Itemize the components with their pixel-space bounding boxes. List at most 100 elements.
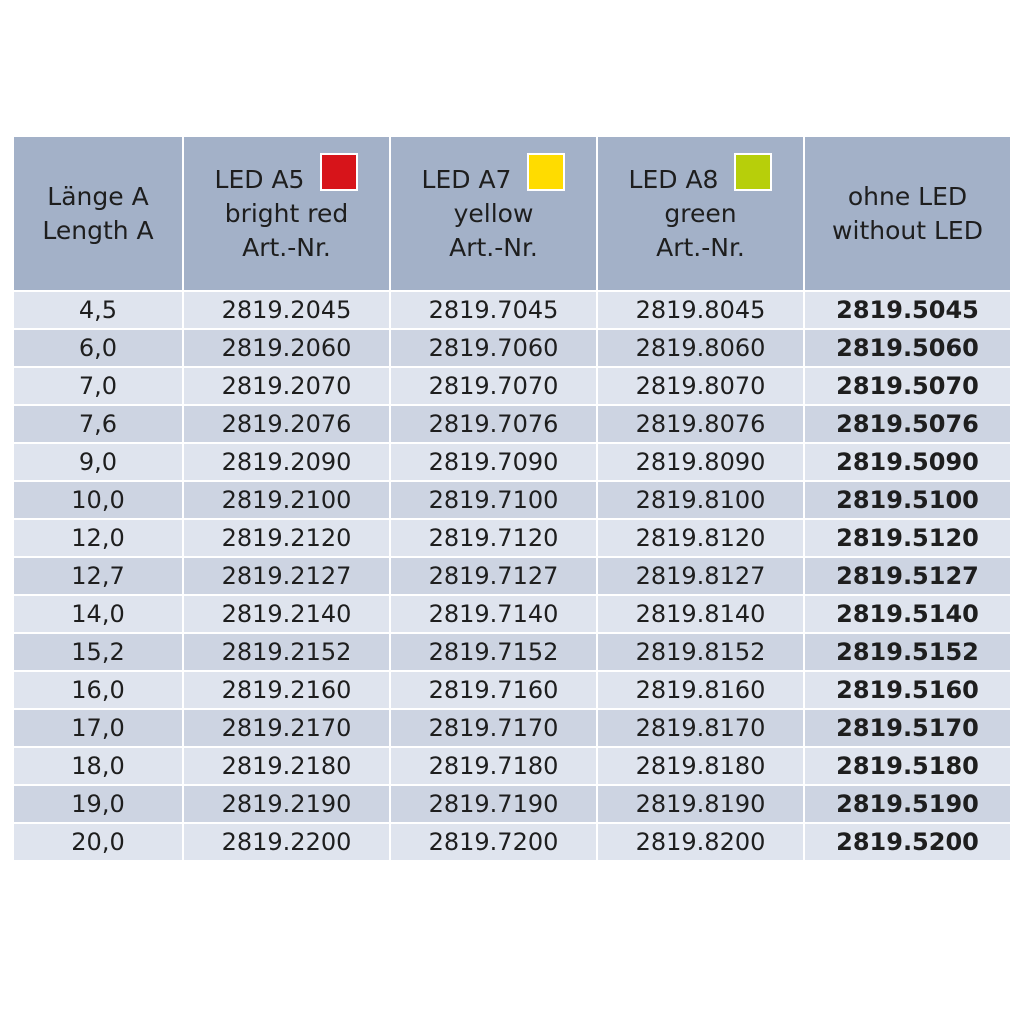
cell-without-led: 2819.5045 <box>803 290 1012 330</box>
cell-led-a7: 2819.7045 <box>389 290 598 330</box>
cell-without-led: 2819.5060 <box>803 328 1012 368</box>
color-swatch-icon <box>734 152 773 191</box>
cell-led-a8: 2819.8180 <box>596 746 805 786</box>
table-body: 4,5 2819.2045 2819.7045 2819.8045 2819.5045 6… <box>12 290 1012 862</box>
header-line: Art.-Nr. <box>242 232 331 262</box>
cell-led-a7: 2819.7200 <box>389 822 598 862</box>
cell-led-a8: 2819.8045 <box>596 290 805 330</box>
cell-length: 15,2 <box>12 632 184 672</box>
header-led-a5: LED A5 bright red Art.-Nr. <box>182 135 391 292</box>
cell-length: 20,0 <box>12 822 184 862</box>
header-line: yellow <box>453 198 534 228</box>
cell-led-a7: 2819.7076 <box>389 404 598 444</box>
cell-length: 17,0 <box>12 708 184 748</box>
table-row: 15,2 2819.2152 2819.7152 2819.8152 2819.5152 <box>12 632 1012 672</box>
cell-led-a7: 2819.7180 <box>389 746 598 786</box>
cell-led-a5: 2819.2180 <box>182 746 391 786</box>
cell-without-led: 2819.5200 <box>803 822 1012 862</box>
cell-led-a8: 2819.8170 <box>596 708 805 748</box>
cell-led-a8: 2819.8190 <box>596 784 805 824</box>
header-led-a7: LED A7 yellow Art.-Nr. <box>389 135 598 292</box>
cell-led-a7: 2819.7120 <box>389 518 598 558</box>
header-row: Länge A Length A LED A5 bright red Art.-Nr. L… <box>12 135 1012 292</box>
cell-length: 7,6 <box>12 404 184 444</box>
cell-led-a7: 2819.7070 <box>389 366 598 406</box>
cell-led-a7: 2819.7170 <box>389 708 598 748</box>
cell-led-a5: 2819.2140 <box>182 594 391 634</box>
cell-without-led: 2819.5170 <box>803 708 1012 748</box>
cell-led-a8: 2819.8076 <box>596 404 805 444</box>
cell-led-a5: 2819.2100 <box>182 480 391 520</box>
cell-led-a5: 2819.2170 <box>182 708 391 748</box>
cell-led-a5: 2819.2045 <box>182 290 391 330</box>
cell-led-a7: 2819.7060 <box>389 328 598 368</box>
cell-length: 10,0 <box>12 480 184 520</box>
color-swatch-icon <box>320 152 359 191</box>
cell-led-a7: 2819.7090 <box>389 442 598 482</box>
cell-without-led: 2819.5180 <box>803 746 1012 786</box>
table-row: 16,0 2819.2160 2819.7160 2819.8160 2819.5160 <box>12 670 1012 710</box>
cell-led-a5: 2819.2070 <box>182 366 391 406</box>
header-line: LED A8 <box>598 152 803 197</box>
cell-without-led: 2819.5120 <box>803 518 1012 558</box>
cell-led-a8: 2819.8127 <box>596 556 805 596</box>
cell-led-a5: 2819.2190 <box>182 784 391 824</box>
header-title: LED A5 <box>214 164 305 194</box>
cell-led-a7: 2819.7152 <box>389 632 598 672</box>
cell-led-a5: 2819.2200 <box>182 822 391 862</box>
cell-without-led: 2819.5090 <box>803 442 1012 482</box>
cell-led-a7: 2819.7100 <box>389 480 598 520</box>
cell-length: 19,0 <box>12 784 184 824</box>
cell-led-a8: 2819.8200 <box>596 822 805 862</box>
product-table: Länge A Length A LED A5 bright red Art.-Nr. L… <box>12 135 1012 862</box>
cell-without-led: 2819.5152 <box>803 632 1012 672</box>
table-row: 12,0 2819.2120 2819.7120 2819.8120 2819.5120 <box>12 518 1012 558</box>
cell-length: 18,0 <box>12 746 184 786</box>
table-row: 7,6 2819.2076 2819.7076 2819.8076 2819.5076 <box>12 404 1012 444</box>
header-without-led: ohne LED without LED <box>803 135 1012 292</box>
table-row: 10,0 2819.2100 2819.7100 2819.8100 2819.5100 <box>12 480 1012 520</box>
cell-led-a5: 2819.2060 <box>182 328 391 368</box>
table-row: 12,7 2819.2127 2819.7127 2819.8127 2819.5127 <box>12 556 1012 596</box>
cell-length: 12,7 <box>12 556 184 596</box>
table-row: 9,0 2819.2090 2819.7090 2819.8090 2819.5090 <box>12 442 1012 482</box>
cell-length: 6,0 <box>12 328 184 368</box>
cell-without-led: 2819.5070 <box>803 366 1012 406</box>
cell-length: 12,0 <box>12 518 184 558</box>
cell-without-led: 2819.5140 <box>803 594 1012 634</box>
table-row: 17,0 2819.2170 2819.7170 2819.8170 2819.5170 <box>12 708 1012 748</box>
cell-led-a8: 2819.8070 <box>596 366 805 406</box>
table-row: 14,0 2819.2140 2819.7140 2819.8140 2819.5140 <box>12 594 1012 634</box>
cell-led-a7: 2819.7140 <box>389 594 598 634</box>
cell-led-a5: 2819.2127 <box>182 556 391 596</box>
cell-length: 16,0 <box>12 670 184 710</box>
table-row: 7,0 2819.2070 2819.7070 2819.8070 2819.5070 <box>12 366 1012 406</box>
table-row: 19,0 2819.2190 2819.7190 2819.8190 2819.5190 <box>12 784 1012 824</box>
cell-led-a8: 2819.8152 <box>596 632 805 672</box>
cell-without-led: 2819.5127 <box>803 556 1012 596</box>
cell-led-a8: 2819.8160 <box>596 670 805 710</box>
cell-led-a5: 2819.2152 <box>182 632 391 672</box>
header-line: Art.-Nr. <box>656 232 745 262</box>
header-line: LED A5 <box>184 152 389 197</box>
table-row: 18,0 2819.2180 2819.7180 2819.8180 2819.5180 <box>12 746 1012 786</box>
table-row: 4,5 2819.2045 2819.7045 2819.8045 2819.5045 <box>12 290 1012 330</box>
cell-without-led: 2819.5100 <box>803 480 1012 520</box>
cell-length: 4,5 <box>12 290 184 330</box>
cell-led-a8: 2819.8120 <box>596 518 805 558</box>
cell-led-a8: 2819.8060 <box>596 328 805 368</box>
header-line: ohne LED <box>847 181 968 211</box>
header-line: LED A7 <box>391 152 596 197</box>
cell-led-a8: 2819.8140 <box>596 594 805 634</box>
header-length: Länge A Length A <box>12 135 184 292</box>
cell-length: 14,0 <box>12 594 184 634</box>
cell-without-led: 2819.5190 <box>803 784 1012 824</box>
cell-length: 9,0 <box>12 442 184 482</box>
cell-without-led: 2819.5160 <box>803 670 1012 710</box>
cell-led-a5: 2819.2076 <box>182 404 391 444</box>
cell-led-a8: 2819.8100 <box>596 480 805 520</box>
cell-led-a7: 2819.7160 <box>389 670 598 710</box>
table-row: 6,0 2819.2060 2819.7060 2819.8060 2819.5060 <box>12 328 1012 368</box>
header-line: Length A <box>42 215 154 245</box>
cell-without-led: 2819.5076 <box>803 404 1012 444</box>
